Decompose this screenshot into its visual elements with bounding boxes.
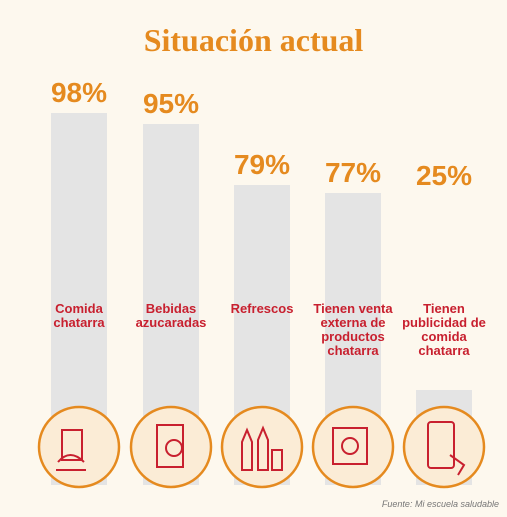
icon-circle [220, 405, 304, 489]
icon [165, 439, 183, 457]
icon [449, 454, 466, 476]
icon [156, 424, 184, 468]
icon [61, 429, 83, 461]
value-label: 79% [233, 149, 291, 181]
icon [241, 425, 283, 471]
icon-circle [129, 405, 213, 489]
icon-circle [37, 405, 121, 489]
icon-circle [402, 405, 486, 489]
icon [341, 437, 359, 455]
value-label: 98% [50, 77, 108, 109]
chart-title: Situación actual [143, 22, 364, 58]
value-label: 95% [142, 88, 200, 120]
category-label: Tienen venta externa de productos chatar… [313, 301, 393, 358]
category-label: Comida chatarra [53, 301, 105, 330]
source-note: Fuente: Mi escuela saludable [381, 499, 499, 509]
icon [56, 454, 86, 471]
category-label: Refrescos [230, 301, 294, 316]
category-label: Bebidas azucaradas [135, 301, 207, 330]
icon [427, 421, 455, 469]
value-label: 25% [415, 160, 473, 191]
value-label: 77% [324, 156, 382, 188]
category-label: Tienen publicidad de comida chatarra [402, 301, 486, 358]
icon [332, 427, 368, 465]
icon-circle [311, 405, 395, 489]
